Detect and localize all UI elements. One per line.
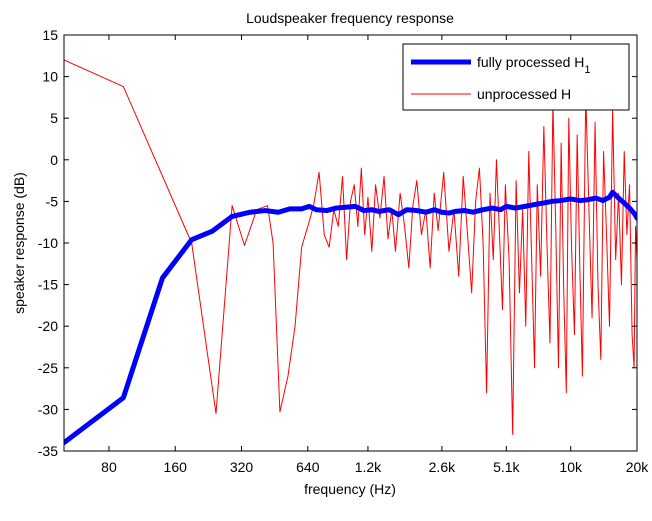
legend-label-processed-subscript: 1 (584, 64, 590, 76)
series-layer (64, 59, 637, 446)
y-tick-label: 5 (50, 110, 58, 126)
chart-title: Loudspeaker frequency response (246, 10, 454, 26)
y-tick-label: -25 (38, 360, 58, 376)
series-line-unprocessed (64, 59, 637, 435)
x-tick-label: 640 (296, 459, 320, 475)
y-tick-label: -5 (46, 193, 59, 209)
x-tick-label: 1.2k (355, 459, 382, 475)
x-tick-label: 20k (626, 459, 650, 475)
y-tick-label: 15 (42, 27, 58, 43)
ticks-layer: 15 10 5 0 -5 -10 -15 -20 -25 -30 -35 80 160 320 640 1.2… (38, 27, 650, 475)
x-tick-label: 320 (230, 459, 254, 475)
y-axis-label: speaker response (dB) (11, 172, 27, 314)
x-tick-label: 160 (164, 459, 188, 475)
legend-box (402, 43, 630, 111)
y-tick-label: 0 (50, 152, 58, 168)
y-tick-label: -30 (38, 401, 58, 417)
legend: fully processed H1 unprocessed H (402, 43, 630, 111)
x-tick-label: 5.1k (493, 459, 520, 475)
x-tick-label: 10k (559, 459, 583, 475)
x-axis-label: frequency (Hz) (304, 481, 396, 497)
x-tick-label: 2.6k (429, 459, 456, 475)
y-tick-label: -35 (38, 443, 58, 459)
legend-label-unprocessed: unprocessed H (477, 86, 571, 102)
y-tick-label: -15 (38, 277, 58, 293)
series-line-fully-processed (64, 189, 637, 446)
y-tick-label: -10 (38, 235, 58, 251)
legend-label-processed-main: fully processed H (477, 54, 584, 70)
x-tick-label: 80 (101, 459, 117, 475)
legend-label-processed: fully processed H1 (477, 54, 591, 76)
y-tick-label: 10 (42, 69, 58, 85)
y-tick-label: -20 (38, 318, 58, 334)
